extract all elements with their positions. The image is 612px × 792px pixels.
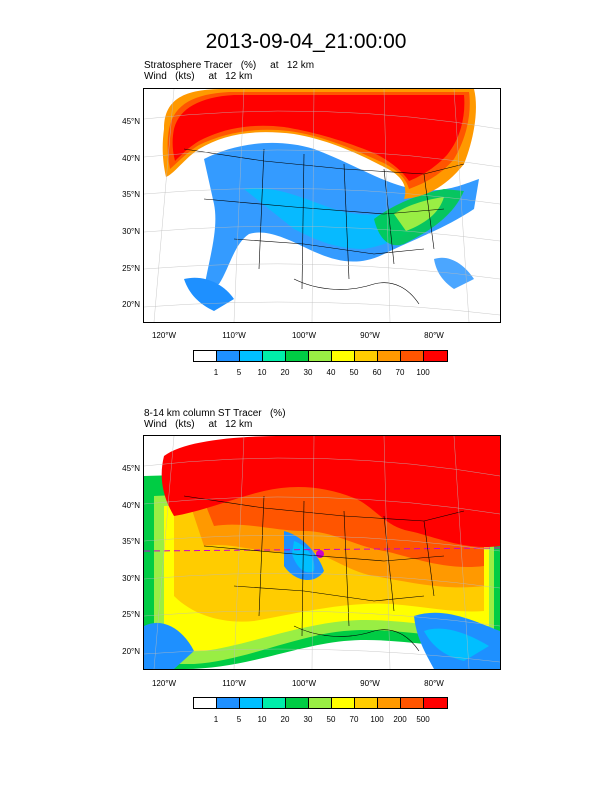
panel2-lon-label-100w: 100°W — [291, 679, 317, 688]
panel1-colorbar-label: 100 — [416, 368, 430, 377]
panel1-colorbar-swatch — [240, 351, 263, 361]
panel1-lat-label-40: 40°N — [122, 154, 140, 163]
panel2-lat-label-45: 45°N — [122, 464, 140, 473]
panel2-lon-label-110w: 110°W — [222, 679, 246, 688]
panel2-lat-label-20: 20°N — [122, 647, 140, 656]
panel2-lat-label-40: 40°N — [122, 501, 140, 510]
panel1-colorbar-swatch — [401, 351, 424, 361]
panel2-map — [143, 435, 501, 670]
panel1-colorbar-swatch — [309, 351, 332, 361]
panel2-colorbar-swatch — [194, 698, 217, 708]
panel1-colorbar-label: 30 — [303, 368, 313, 377]
panel2-lat-label-25: 25°N — [122, 610, 140, 619]
panel2-lat-label-30: 30°N — [122, 574, 140, 583]
panel1-lon-label-90w: 90°W — [360, 331, 380, 340]
panel1-lat-label-45: 45°N — [122, 117, 140, 126]
panel2-colorbar-label: 10 — [257, 715, 267, 724]
panel1-lon-label-80w: 80°W — [424, 331, 444, 340]
panel2-colorbar-swatch — [309, 698, 332, 708]
panel1-colorbar-swatch — [286, 351, 309, 361]
panel2-colorbar-label: 100 — [370, 715, 384, 724]
panel1-colorbar-label: 70 — [395, 368, 405, 377]
panel2-colorbar-label: 1 — [213, 715, 219, 724]
panel2-lat-label-35: 35°N — [122, 537, 140, 546]
panel2-colorbar-swatch — [355, 698, 378, 708]
panel1-caption-line2: Wind (kts) at 12 km — [144, 71, 253, 82]
panel2-colorbar-label: 70 — [349, 715, 359, 724]
panel1-colorbar-swatch — [194, 351, 217, 361]
panel2-colorbar-label: 30 — [303, 715, 313, 724]
panel2-colorbar-label: 200 — [393, 715, 407, 724]
panel1-lat-label-20: 20°N — [122, 300, 140, 309]
main-title: 2013-09-04_21:00:00 — [205, 30, 407, 53]
panel2-lon-label-90w: 90°W — [360, 679, 380, 688]
panel2-colorbar-swatch — [378, 698, 401, 708]
panel1-colorbar-swatch — [332, 351, 355, 361]
panel1-colorbar-swatch — [355, 351, 378, 361]
panel1-colorbar-label: 60 — [372, 368, 382, 377]
panel1-colorbar-swatch — [378, 351, 401, 361]
panel1-lat-label-25: 25°N — [122, 264, 140, 273]
panel2-caption-line1: 8-14 km column ST Tracer (%) — [144, 408, 286, 419]
panel1-lon-label-120w: 120°W — [151, 331, 177, 340]
panel1-colorbar-label: 20 — [280, 368, 290, 377]
panel1-colorbar-label: 1 — [213, 368, 219, 377]
panel2-colorbar-swatch — [240, 698, 263, 708]
panel2-lon-label-80w: 80°W — [424, 679, 444, 688]
panel2-colorbar-swatch — [217, 698, 240, 708]
panel1-caption-line1: Stratosphere Tracer (%) at 12 km — [144, 60, 315, 71]
panel1-colorbar-swatch — [217, 351, 240, 361]
panel1-colorbar-swatch — [263, 351, 286, 361]
panel2-colorbar-swatch — [401, 698, 424, 708]
panel1-colorbar-label: 5 — [236, 368, 242, 377]
panel2-colorbar-label: 5 — [236, 715, 242, 724]
panel1-lat-label-35: 35°N — [122, 190, 140, 199]
panel1-map — [143, 88, 501, 323]
panel1-colorbar-label: 40 — [326, 368, 336, 377]
panel2-colorbar-swatch — [286, 698, 309, 708]
panel2-colorbar — [193, 697, 448, 709]
panel2-lon-label-120w: 120°W — [151, 679, 177, 688]
panel2-colorbar-swatch — [424, 698, 447, 708]
panel2-colorbar-swatch — [332, 698, 355, 708]
panel1-colorbar-swatch — [424, 351, 447, 361]
panel1-lon-label-110w: 110°W — [222, 331, 246, 340]
panel2-colorbar-label: 500 — [416, 715, 430, 724]
panel2-colorbar-swatch — [263, 698, 286, 708]
panel2-caption-line2: Wind (kts) at 12 km — [144, 419, 253, 430]
panel1-lat-label-30: 30°N — [122, 227, 140, 236]
panel1-colorbar — [193, 350, 448, 362]
panel1-colorbar-label: 10 — [257, 368, 267, 377]
panel1-colorbar-label: 50 — [349, 368, 359, 377]
panel1-lon-label-100w: 100°W — [291, 331, 317, 340]
panel2-colorbar-label: 20 — [280, 715, 290, 724]
panel2-colorbar-label: 50 — [326, 715, 336, 724]
